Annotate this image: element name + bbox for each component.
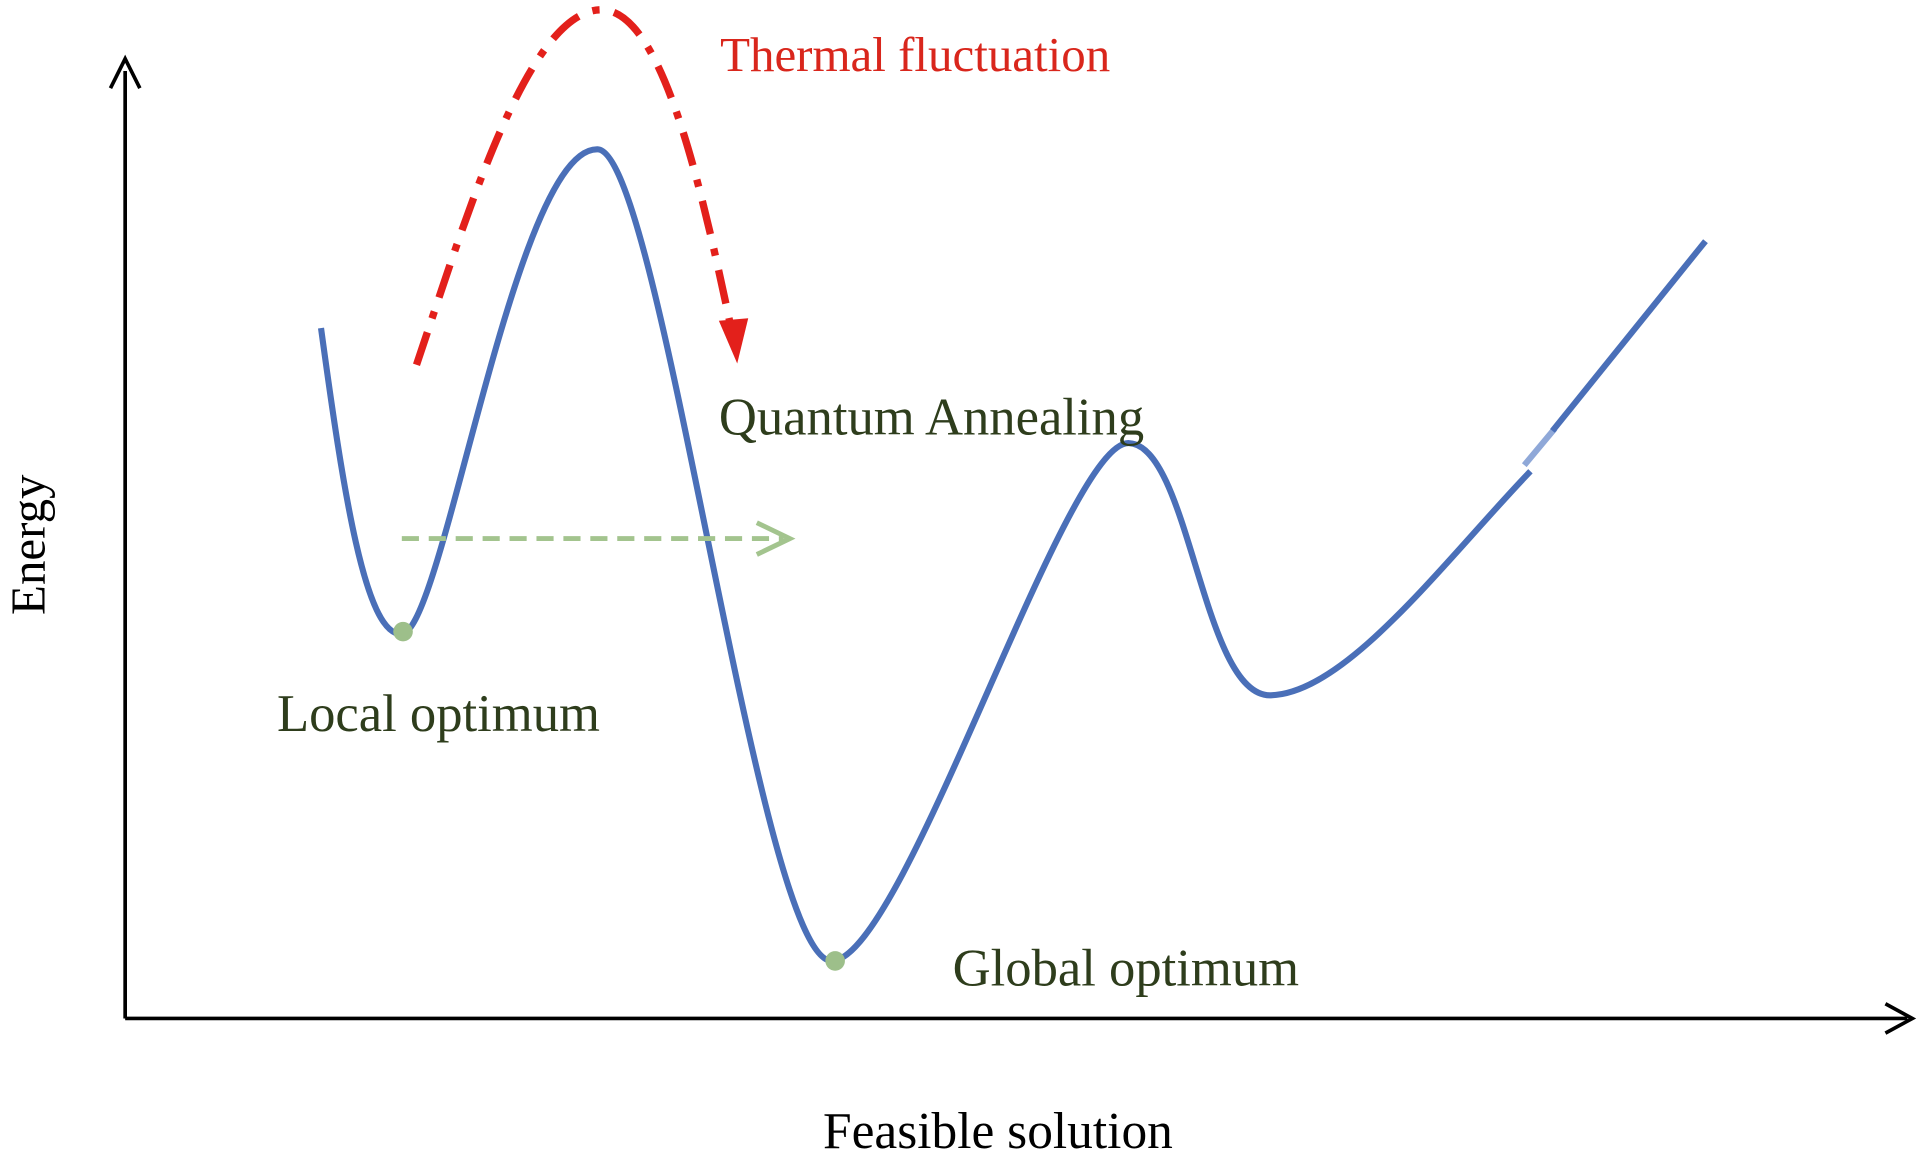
quantum-arrowhead: [755, 520, 796, 557]
thermal-arrow: [413, 6, 735, 366]
global-label: Global optimum: [953, 939, 1299, 997]
energy-curve-break: [1521, 426, 1558, 468]
x-axis-arrow: [1884, 1002, 1917, 1035]
y-axis-label: Energy: [0, 474, 55, 615]
x-axis-label: Feasible solution: [823, 1103, 1173, 1158]
global-optimum-point: [825, 951, 845, 971]
quantum-label: Quantum Annealing: [719, 389, 1144, 447]
local-label: Local optimum: [277, 685, 600, 743]
y-axis-arrow: [108, 54, 142, 89]
energy-curve-tail: [1550, 239, 1708, 433]
thermal-arrowhead: [718, 318, 749, 364]
thermal-label: Thermal fluctuation: [720, 27, 1110, 82]
local-optimum-point: [393, 621, 413, 642]
energy-curve: [317, 146, 1533, 964]
